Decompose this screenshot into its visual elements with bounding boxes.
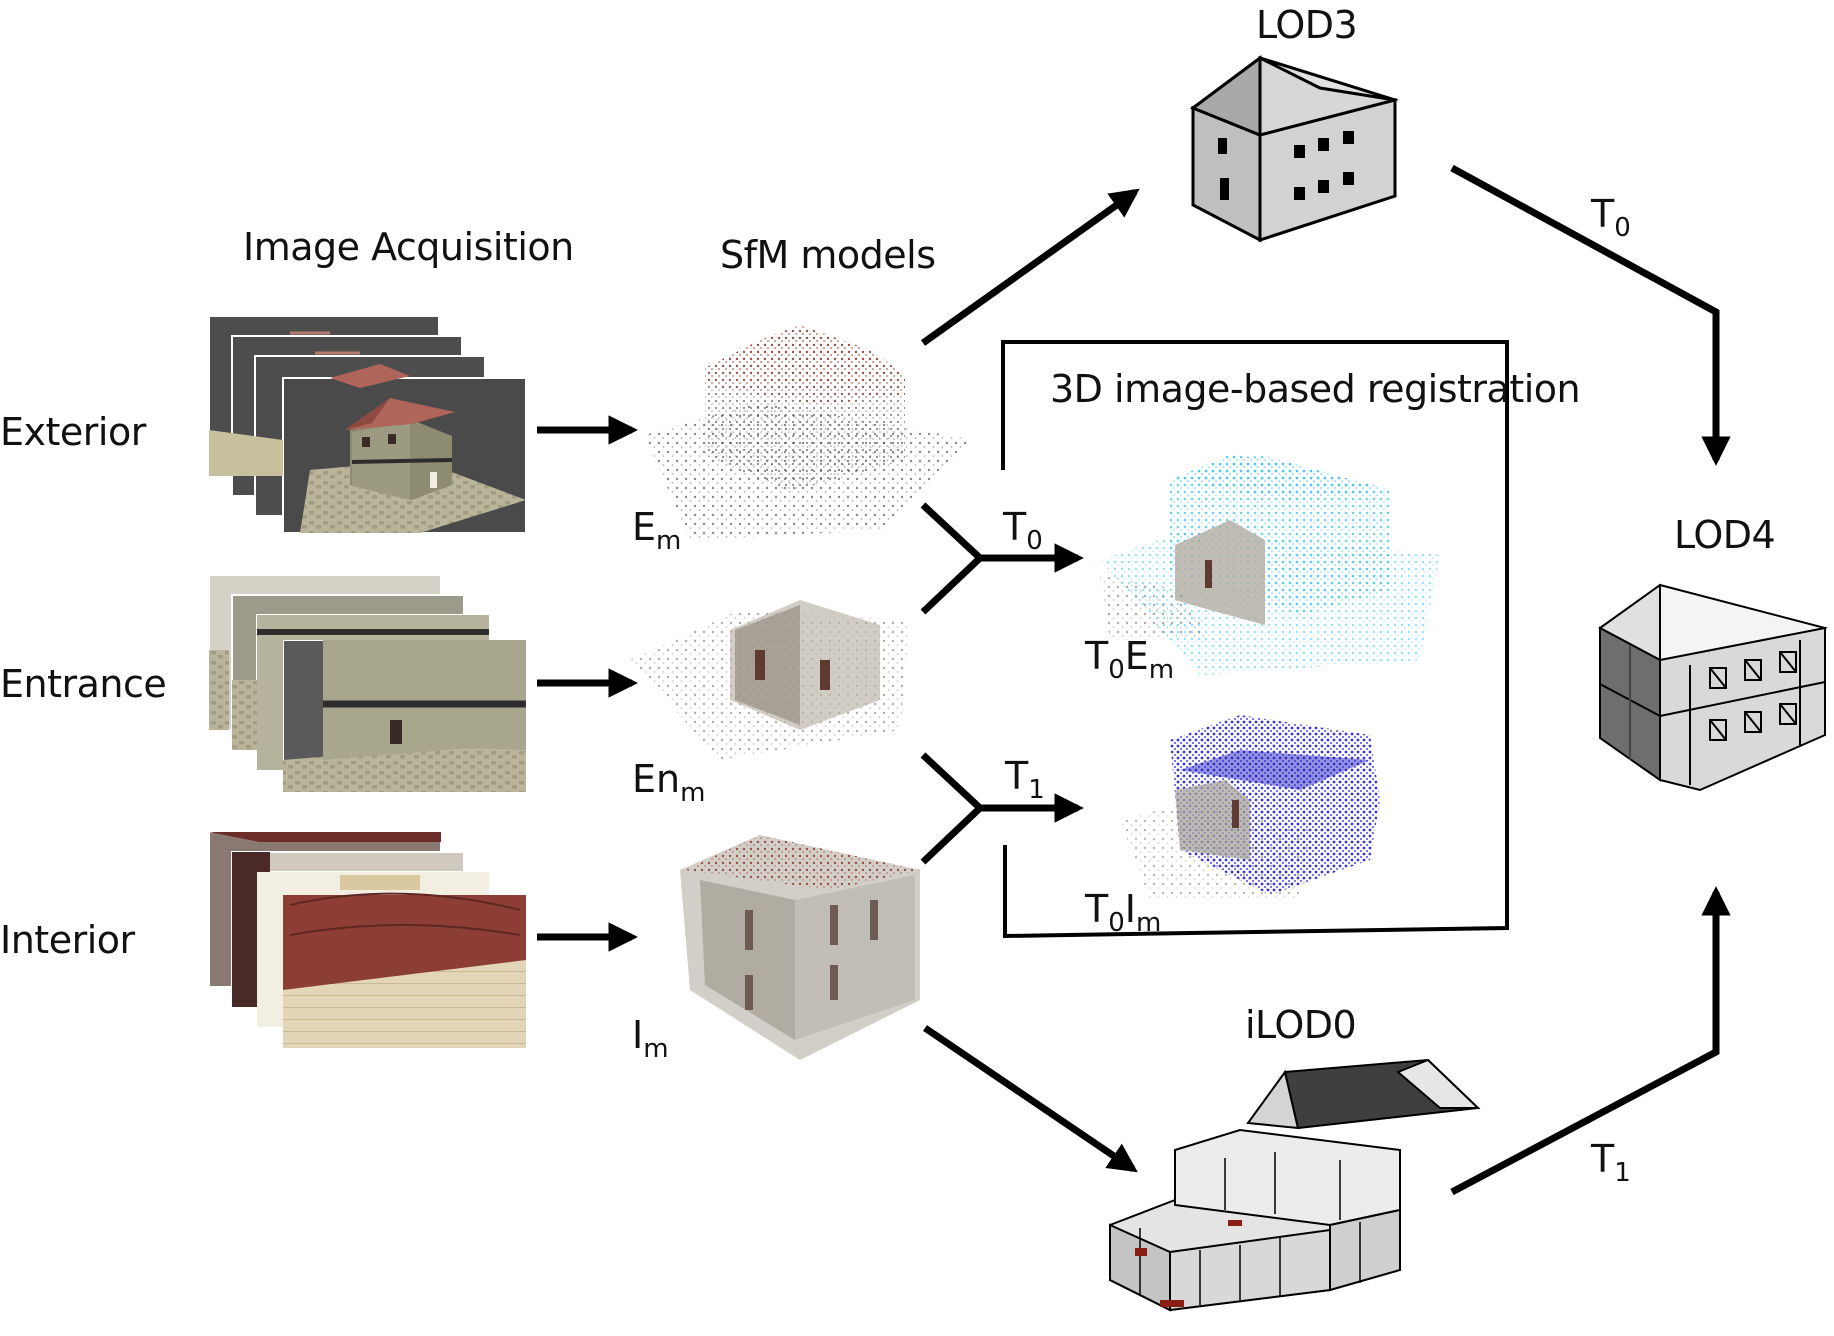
row-label-interior: Interior <box>0 918 135 962</box>
exterior-image-stack <box>208 315 527 534</box>
merge-arrows <box>920 502 1084 865</box>
image-acquisition-heading: Image Acquisition <box>243 225 574 269</box>
label-enm: Enm <box>632 757 706 808</box>
lod3-heading: LOD3 <box>1256 3 1358 47</box>
label-t0im: T0Im <box>1085 887 1162 938</box>
entrance-sfm-model <box>630 600 910 760</box>
label-em: Em <box>632 505 682 556</box>
label-im: Im <box>632 1013 669 1064</box>
flow-arrows <box>920 164 1731 1196</box>
lod4-heading: LOD4 <box>1674 513 1776 557</box>
label-t0-lod: T0 <box>1591 192 1631 243</box>
label-t0-merge: T0 <box>1003 505 1043 556</box>
entrance-image-stack <box>208 574 527 793</box>
registration-heading: 3D image-based registration <box>1050 367 1581 411</box>
label-t1-lod: T1 <box>1591 1137 1631 1188</box>
lod3-model <box>1189 55 1399 243</box>
registered-exterior-cloud <box>1100 455 1440 675</box>
lod4-model <box>1598 583 1828 792</box>
interior-image-stack <box>208 831 527 1049</box>
exterior-sfm-model <box>645 325 975 540</box>
ilod0-heading: iLOD0 <box>1245 1003 1357 1047</box>
row-label-entrance: Entrance <box>0 662 167 706</box>
interior-sfm-model <box>680 835 920 1060</box>
label-t0em: T0Em <box>1085 634 1175 685</box>
ilod0-model <box>1109 1058 1481 1312</box>
row-label-exterior: Exterior <box>0 410 146 454</box>
sfm-models-heading: SfM models <box>720 233 936 277</box>
label-t1-merge: T1 <box>1005 754 1045 805</box>
acquisition-arrows <box>537 415 638 952</box>
registration-box <box>1001 340 1509 939</box>
registered-interior-cloud <box>1120 715 1380 900</box>
